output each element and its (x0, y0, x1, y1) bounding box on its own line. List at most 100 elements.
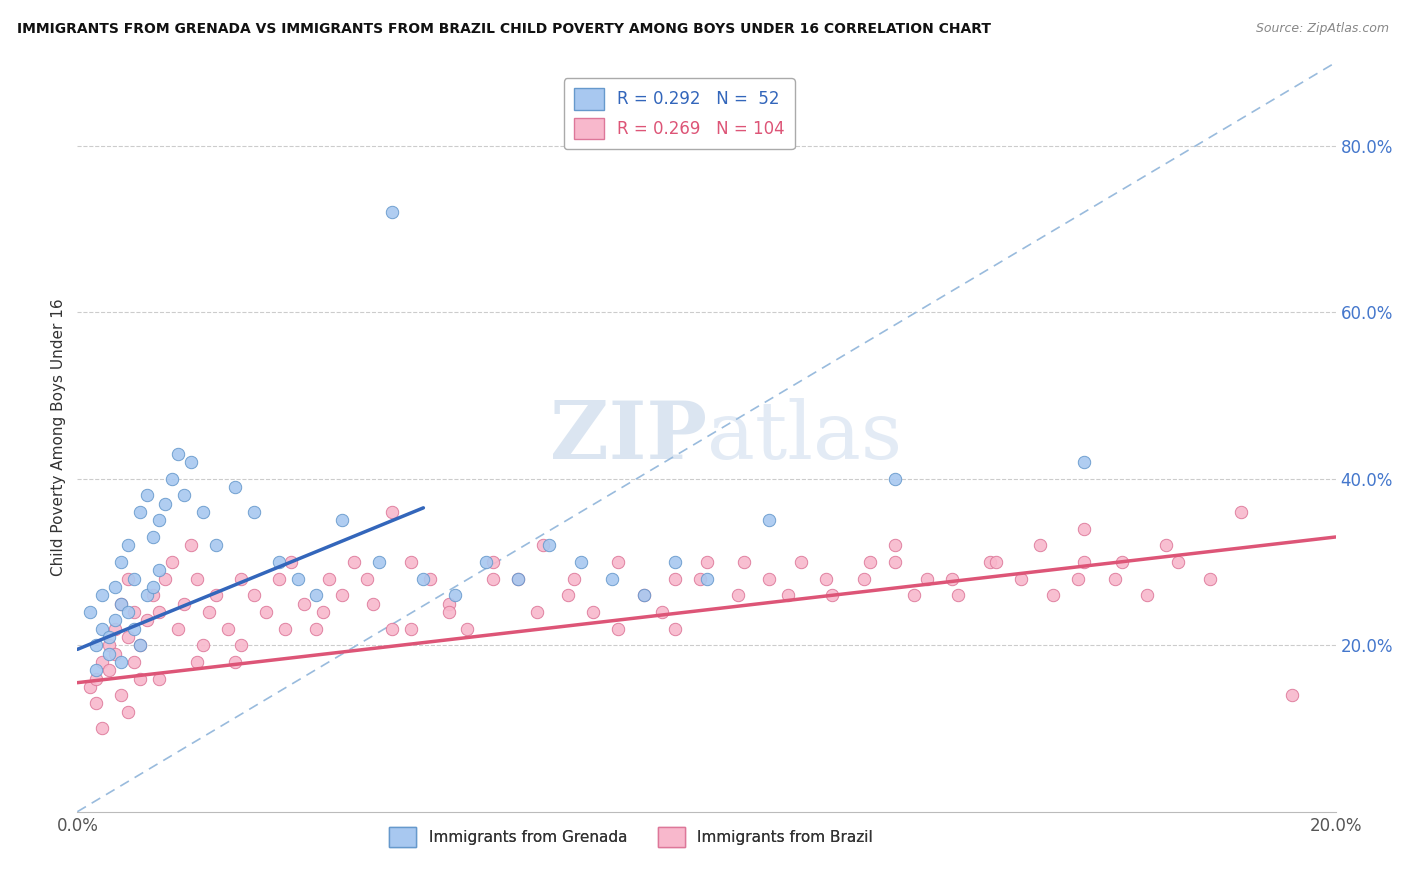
Point (790, 555, 813, 569)
Point (1073, 455, 1095, 469)
Point (97, 663, 120, 677)
Point (1104, 572, 1126, 586)
Point (903, 588, 925, 602)
Y-axis label: Child Poverty Among Boys Under 16: Child Poverty Among Boys Under 16 (51, 298, 66, 576)
Point (343, 555, 366, 569)
Point (633, 588, 655, 602)
Point (267, 555, 290, 569)
Point (941, 572, 963, 586)
Point (204, 588, 226, 602)
Point (104, 580, 127, 594)
Point (1281, 688, 1303, 702)
Point (180, 538, 202, 552)
Point (758, 572, 780, 586)
Point (1042, 588, 1064, 602)
Text: IMMIGRANTS FROM GRENADA VS IMMIGRANTS FROM BRAZIL CHILD POVERTY AMONG BOYS UNDER: IMMIGRANTS FROM GRENADA VS IMMIGRANTS FR… (17, 22, 991, 37)
Point (142, 580, 165, 594)
Point (948, 588, 970, 602)
Point (318, 572, 340, 586)
Point (733, 555, 755, 569)
Point (224, 480, 246, 494)
Point (399, 555, 422, 569)
Point (122, 655, 145, 669)
Point (155, 572, 177, 586)
Point (437, 605, 460, 619)
Point (651, 605, 673, 619)
Point (155, 497, 177, 511)
Point (84, 663, 107, 677)
Point (569, 555, 592, 569)
Point (129, 638, 152, 652)
Point (117, 605, 139, 619)
Point (84, 697, 107, 711)
Point (110, 597, 132, 611)
Point (91, 722, 114, 736)
Point (224, 655, 246, 669)
Point (148, 563, 170, 577)
Point (110, 597, 132, 611)
Point (217, 622, 239, 636)
Point (104, 647, 127, 661)
Point (117, 630, 139, 644)
Legend: Immigrants from Grenada, Immigrants from Brazil: Immigrants from Grenada, Immigrants from… (382, 821, 879, 853)
Point (312, 605, 335, 619)
Point (1073, 555, 1095, 569)
Point (526, 605, 548, 619)
Point (148, 672, 170, 686)
Point (1067, 572, 1090, 586)
Point (173, 597, 195, 611)
Point (110, 555, 132, 569)
Point (242, 505, 264, 519)
Point (148, 605, 170, 619)
Point (1010, 572, 1032, 586)
Point (79, 680, 101, 694)
Point (481, 572, 503, 586)
Point (399, 622, 422, 636)
Point (412, 572, 434, 586)
Point (1111, 555, 1133, 569)
Point (167, 447, 190, 461)
Point (129, 505, 152, 519)
Point (292, 597, 315, 611)
Point (117, 572, 139, 586)
Text: ZIP: ZIP (550, 398, 707, 476)
Point (91, 655, 114, 669)
Point (242, 588, 264, 602)
Point (186, 655, 208, 669)
Point (633, 588, 655, 602)
Point (97, 647, 120, 661)
Point (104, 613, 127, 627)
Point (884, 472, 907, 486)
Text: Source: ZipAtlas.com: Source: ZipAtlas.com (1256, 22, 1389, 36)
Point (180, 455, 202, 469)
Point (122, 572, 145, 586)
Point (506, 572, 529, 586)
Point (727, 588, 749, 602)
Point (198, 605, 221, 619)
Point (361, 597, 384, 611)
Point (229, 638, 252, 652)
Point (664, 622, 686, 636)
Point (191, 505, 215, 519)
Point (696, 572, 718, 586)
Point (305, 622, 328, 636)
Point (287, 572, 309, 586)
Point (381, 622, 404, 636)
Point (689, 572, 711, 586)
Point (1198, 572, 1220, 586)
Point (330, 588, 353, 602)
Point (979, 555, 1001, 569)
Point (506, 572, 529, 586)
Point (122, 605, 145, 619)
Point (1073, 522, 1095, 536)
Point (267, 572, 290, 586)
Point (117, 538, 139, 552)
Point (280, 555, 302, 569)
Point (696, 555, 718, 569)
Point (538, 538, 561, 552)
Text: atlas: atlas (707, 398, 901, 476)
Point (664, 555, 686, 569)
Point (557, 588, 579, 602)
Point (305, 588, 328, 602)
Point (79, 605, 101, 619)
